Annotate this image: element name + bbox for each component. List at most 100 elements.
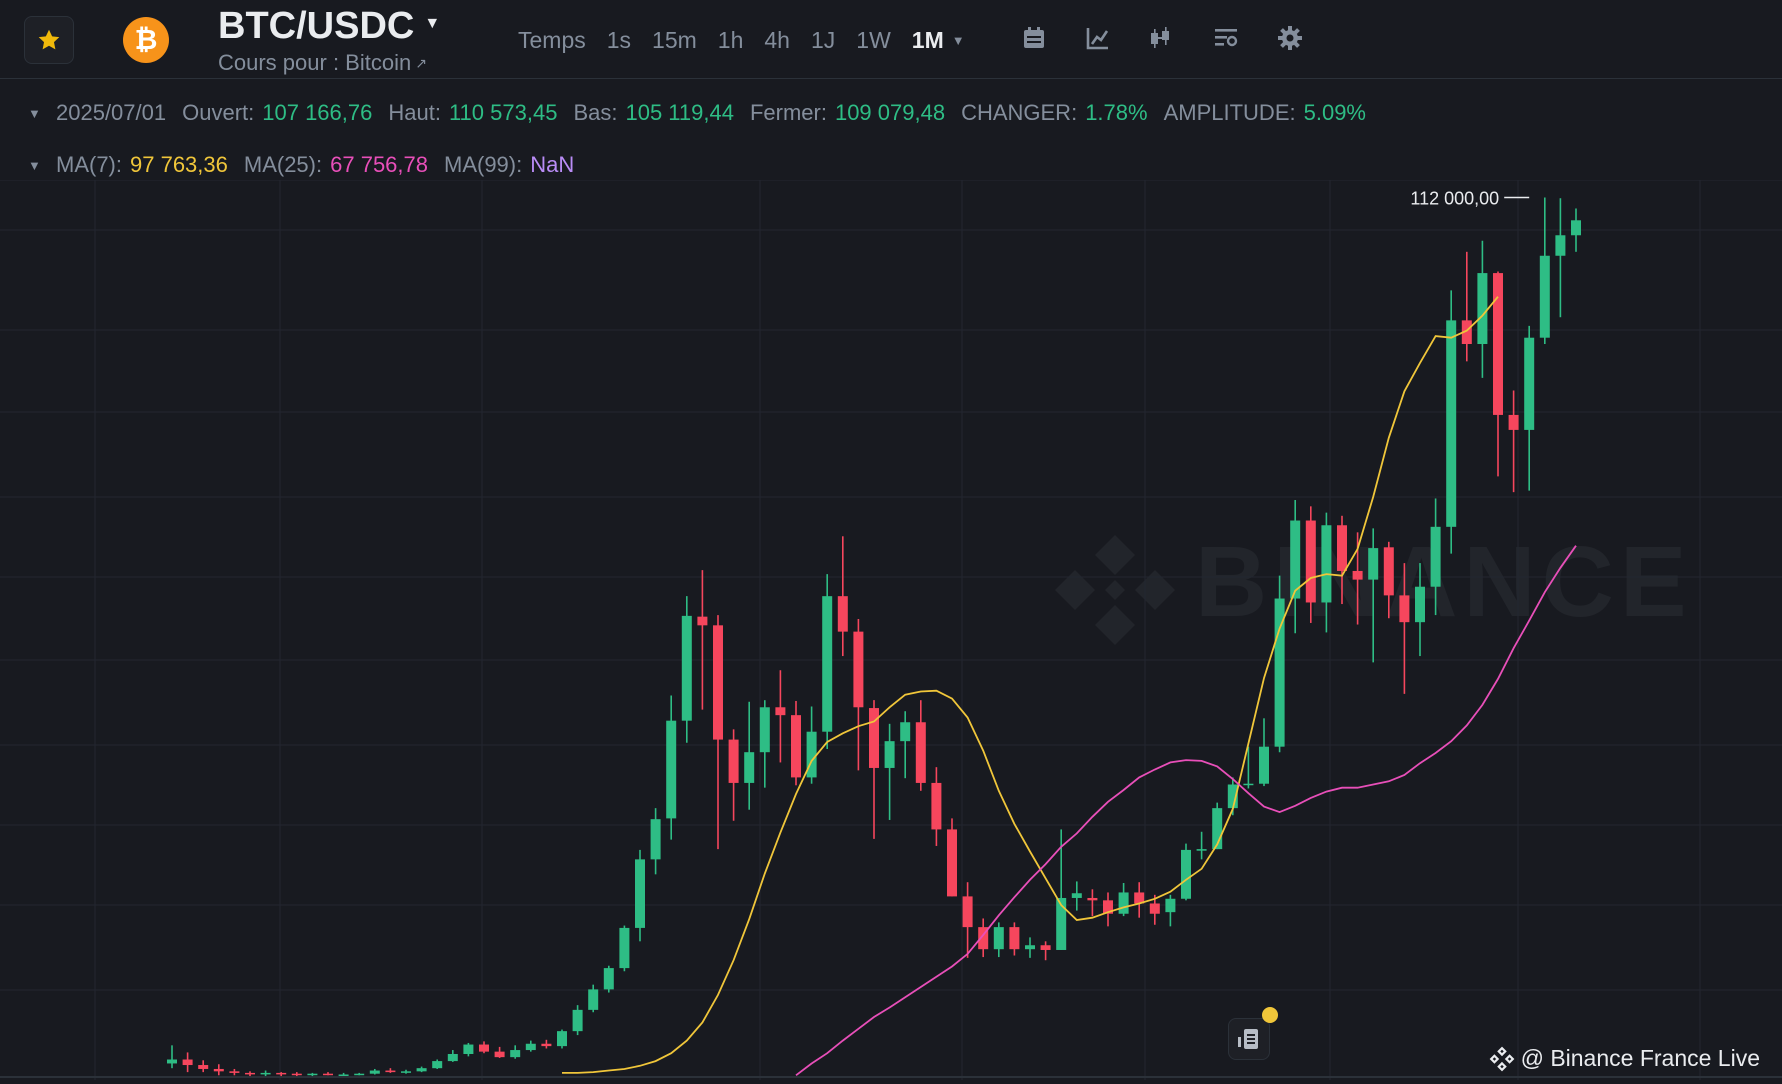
candlestick-chart[interactable]: 112 000,00 <box>0 180 1782 1080</box>
ma-collapse-chevron-icon[interactable]: ▼ <box>28 157 41 173</box>
ohlc-date: 2025/07/01 <box>56 100 167 125</box>
change-label: CHANGER: <box>961 100 1078 125</box>
layout-icon[interactable] <box>1212 24 1240 52</box>
candle-body-15 <box>401 1071 411 1073</box>
candle-body-34 <box>697 616 708 626</box>
candle-body-53 <box>993 927 1004 950</box>
candle-body-64 <box>1165 898 1176 913</box>
candle-body-63 <box>1149 903 1160 914</box>
credit-text: @ Binance France Live <box>1520 1045 1760 1071</box>
candle-body-49 <box>931 782 942 830</box>
candle-body-77 <box>1368 548 1379 580</box>
candle-body-75 <box>1337 525 1347 571</box>
candle-body-86 <box>1508 414 1519 430</box>
tab-4h[interactable]: 4h <box>764 26 790 53</box>
candle-body-46 <box>884 741 895 768</box>
timeframe-dropdown-icon[interactable]: ▼ <box>951 32 965 48</box>
candle-body-8 <box>291 1073 302 1076</box>
indicator-icon[interactable] <box>1084 24 1112 52</box>
tab-15m[interactable]: 15m <box>652 26 697 53</box>
settings-icon[interactable] <box>1276 24 1304 52</box>
candle-body-31 <box>650 819 661 860</box>
subtitle-text: Cours pour : Bitcoin <box>218 50 412 75</box>
chart-type-icon[interactable] <box>1148 24 1176 52</box>
amplitude-label: AMPLITUDE: <box>1163 100 1296 125</box>
candle-body-42 <box>822 596 833 732</box>
candle-body-37 <box>744 752 755 783</box>
candle-body-14 <box>385 1070 396 1073</box>
tab-time[interactable]: Temps <box>518 26 586 53</box>
candle-body-24 <box>541 1043 552 1047</box>
candle-body-10 <box>323 1073 333 1076</box>
candle-body-73 <box>1305 520 1316 603</box>
ohlc-legend: ▼ 2025/07/01 Ouvert: 107 166,76 Haut: 11… <box>28 100 1382 126</box>
candle-body-71 <box>1274 598 1285 747</box>
notification-dot <box>1262 1007 1278 1023</box>
coin-info-link[interactable]: Cours pour : Bitcoin ↗ <box>218 50 427 76</box>
tab-1w[interactable]: 1W <box>856 26 891 53</box>
candle-body-28 <box>603 968 614 990</box>
symbol-title: BTC/USDC <box>218 5 415 47</box>
candle-body-50 <box>947 829 957 897</box>
candle-body-82 <box>1446 320 1457 527</box>
candle-body-32 <box>666 720 677 819</box>
candle-body-52 <box>978 927 989 950</box>
candle-body-85 <box>1493 273 1503 415</box>
candle-body-13 <box>369 1070 380 1074</box>
candle-body-16 <box>416 1068 427 1072</box>
candle-body-19 <box>463 1044 474 1054</box>
candle-body-3 <box>213 1068 224 1072</box>
credit-link[interactable]: @ Binance France Live <box>1489 1045 1760 1072</box>
ma25-value: 67 756,78 <box>330 152 428 177</box>
candle-body-70 <box>1259 746 1269 784</box>
star-icon <box>38 29 60 50</box>
candle-body-78 <box>1383 547 1394 596</box>
candle-body-2 <box>198 1065 209 1069</box>
tab-1s[interactable]: 1s <box>606 26 632 53</box>
favorite-button[interactable] <box>24 16 74 64</box>
candle-body-67 <box>1212 808 1223 850</box>
high-value: 110 573,45 <box>448 100 558 125</box>
symbol-selector[interactable]: BTC/USDC ▼ <box>218 4 440 48</box>
candle-body-36 <box>728 739 739 783</box>
low-value: 105 119,44 <box>625 100 734 125</box>
candle-body-9 <box>307 1073 318 1076</box>
svg-text:₿: ₿ <box>135 24 158 55</box>
tab-1m-active[interactable]: 1M <box>911 26 944 53</box>
change-value: 1.78% <box>1085 100 1148 125</box>
candle-body-0 <box>167 1059 177 1064</box>
candle-body-21 <box>494 1051 505 1058</box>
ma7-line <box>562 296 1499 1074</box>
candle-body-58 <box>1071 893 1082 898</box>
candle-body-48 <box>915 722 926 783</box>
candle-body-72 <box>1290 520 1301 599</box>
candle-body-1 <box>182 1059 193 1066</box>
collapse-chevron-icon[interactable]: ▼ <box>28 105 41 121</box>
ma99-label: MA(99): <box>444 152 523 177</box>
candle-body-60 <box>1103 900 1113 914</box>
candle-body-81 <box>1430 526 1441 587</box>
candle-body-33 <box>681 615 692 721</box>
open-label: Ouvert: <box>182 100 255 125</box>
candle-body-26 <box>572 1009 583 1032</box>
candle-body-17 <box>432 1061 443 1069</box>
candle-body-35 <box>713 625 723 740</box>
candle-body-68 <box>1227 784 1238 809</box>
ma25-label: MA(25): <box>243 152 323 177</box>
candle-body-7 <box>276 1072 287 1075</box>
candle-body-22 <box>510 1050 521 1058</box>
candle-body-27 <box>588 989 599 1010</box>
calendar-icon[interactable] <box>1020 24 1048 52</box>
ma25-line <box>795 545 1577 1077</box>
candle-body-23 <box>525 1043 536 1051</box>
candle-body-69 <box>1243 783 1254 786</box>
ma-legend: ▼ MA(7): 97 763,36 MA(25): 67 756,78 MA(… <box>28 152 574 178</box>
candle-body-65 <box>1181 849 1191 899</box>
candle-body-57 <box>1056 897 1067 950</box>
tab-1d[interactable]: 1J <box>810 26 836 53</box>
notes-button[interactable] <box>1228 1018 1270 1060</box>
candle-body-18 <box>447 1053 458 1062</box>
candle-body-79 <box>1399 595 1410 623</box>
tab-1h[interactable]: 1h <box>717 26 744 53</box>
candle-body-6 <box>260 1072 271 1075</box>
